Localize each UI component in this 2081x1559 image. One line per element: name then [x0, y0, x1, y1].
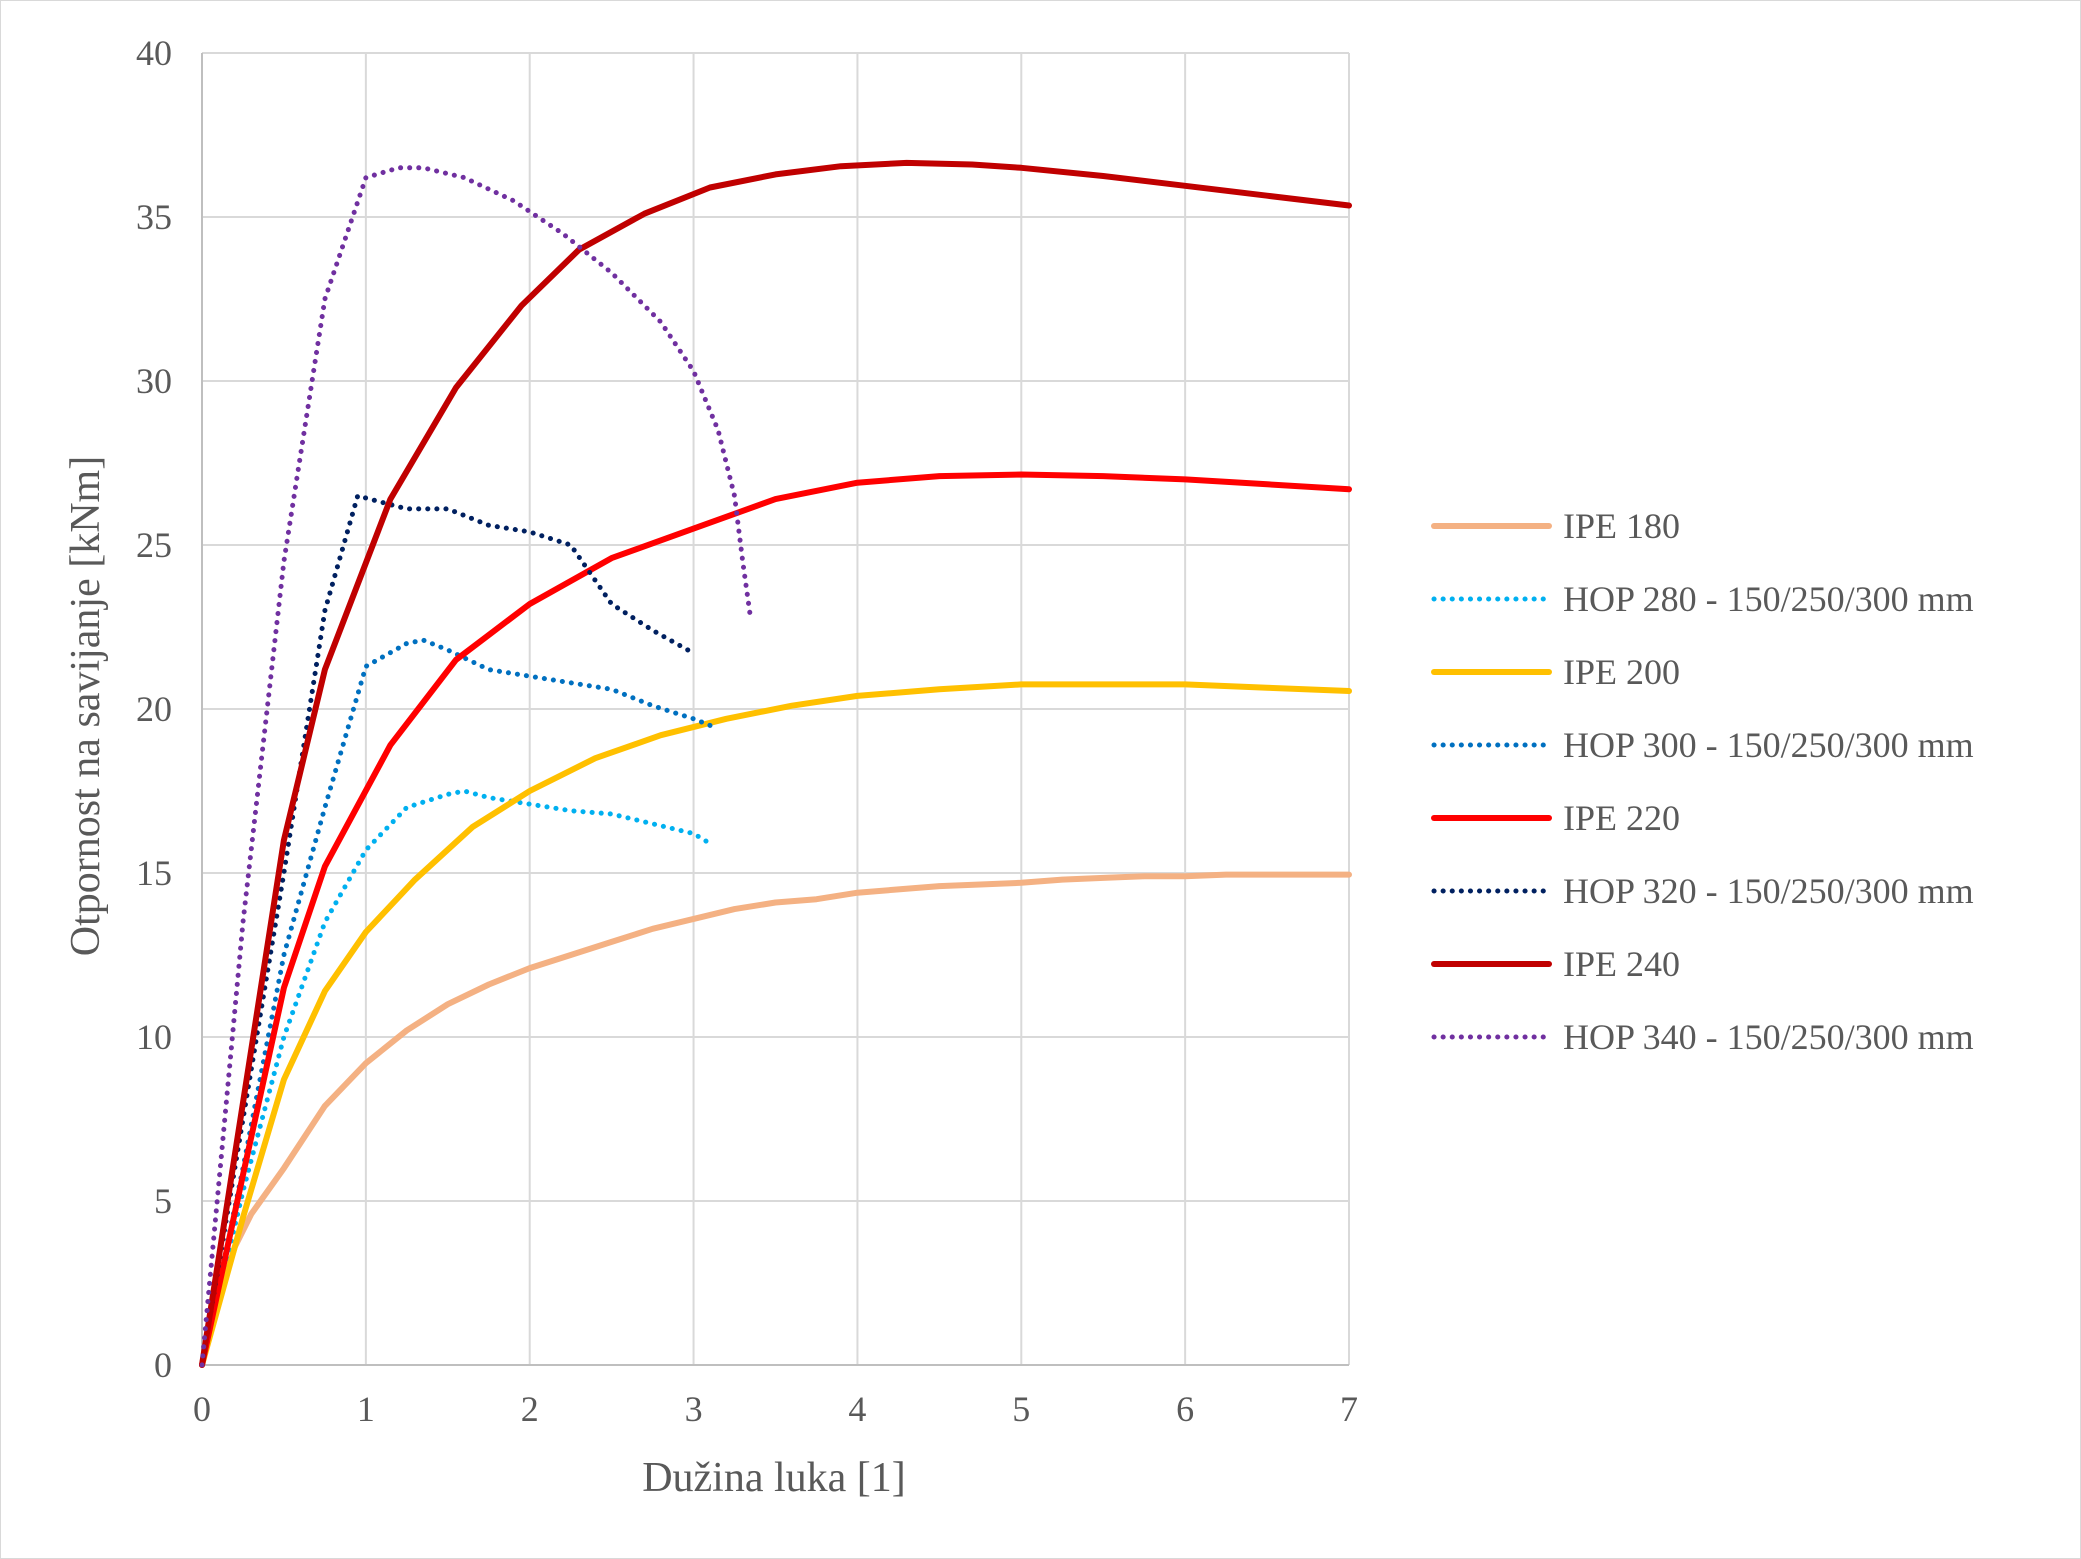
series-line-hop-340-150-250-300-mm — [199, 165, 754, 1368]
legend-label: HOP 280 - 150/250/300 mm — [1563, 579, 1974, 619]
series-line-ipe-220 — [199, 471, 1352, 1368]
x-tick-label: 5 — [1012, 1389, 1030, 1429]
legend-item-ipe-180: IPE 180 — [1431, 506, 1680, 546]
y-tick-label: 5 — [154, 1181, 172, 1221]
x-tick-label: 3 — [685, 1389, 703, 1429]
x-tick-label: 0 — [193, 1389, 211, 1429]
x-tick-label: 4 — [848, 1389, 866, 1429]
legend-item-ipe-220: IPE 220 — [1431, 798, 1680, 838]
series-line-ipe-180 — [199, 871, 1352, 1368]
legend-label: HOP 300 - 150/250/300 mm — [1563, 725, 1974, 765]
y-tick-label: 10 — [136, 1017, 172, 1057]
series-line-hop-300-150-250-300-mm — [199, 637, 713, 1368]
series-line-hop-320-150-250-300-mm — [199, 493, 697, 1368]
y-tick-labels: 0 5 10 15 20 25 30 35 40 — [136, 33, 172, 1385]
x-axis-title: Dužina luka [1] — [642, 1455, 906, 1501]
y-tick-label: 0 — [154, 1345, 172, 1385]
legend-label: HOP 320 - 150/250/300 mm — [1563, 871, 1974, 911]
x-tick-label: 1 — [357, 1389, 375, 1429]
legend-item-hop-300-150-250-300-mm: HOP 300 - 150/250/300 mm — [1431, 725, 1974, 765]
y-tick-label: 40 — [136, 33, 172, 73]
legend-label: HOP 340 - 150/250/300 mm — [1563, 1017, 1974, 1057]
y-tick-label: 30 — [136, 361, 172, 401]
series-line-ipe-200 — [199, 681, 1352, 1368]
series-line-hop-280-150-250-300-mm — [199, 788, 713, 1368]
legend-item-hop-340-150-250-300-mm: HOP 340 - 150/250/300 mm — [1431, 1017, 1974, 1057]
y-tick-label: 20 — [136, 689, 172, 729]
legend-item-ipe-200: IPE 200 — [1431, 652, 1680, 692]
legend-item-ipe-240: IPE 240 — [1431, 944, 1680, 984]
series-layer — [199, 159, 1352, 1368]
x-tick-labels: 0 1 2 3 4 5 6 7 — [193, 1389, 1358, 1429]
legend-label: IPE 240 — [1563, 944, 1680, 984]
y-tick-label: 15 — [136, 853, 172, 893]
x-tick-label: 2 — [521, 1389, 539, 1429]
y-tick-label: 35 — [136, 197, 172, 237]
legend-label: IPE 180 — [1563, 506, 1680, 546]
gridlines — [202, 52, 1350, 1365]
legend-label: IPE 200 — [1563, 652, 1680, 692]
y-axis-title: Otpornost na savijanje [kNm] — [63, 456, 109, 956]
legend-label: IPE 220 — [1563, 798, 1680, 838]
y-tick-label: 25 — [136, 525, 172, 565]
legend-item-hop-280-150-250-300-mm: HOP 280 - 150/250/300 mm — [1431, 579, 1974, 619]
legend: IPE 180 HOP 280 - 150/250/300 mm IPE 200 HO… — [1431, 506, 1974, 1057]
legend-item-hop-320-150-250-300-mm: HOP 320 - 150/250/300 mm — [1431, 871, 1974, 911]
x-tick-label: 6 — [1176, 1389, 1194, 1429]
axes — [201, 53, 1349, 1366]
x-tick-label: 7 — [1340, 1389, 1358, 1429]
series-line-ipe-240 — [199, 159, 1352, 1368]
